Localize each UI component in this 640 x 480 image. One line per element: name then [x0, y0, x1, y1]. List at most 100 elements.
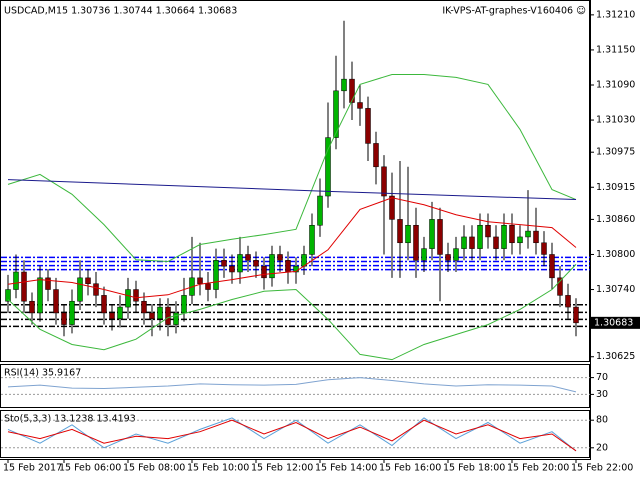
- candle-body: [341, 78, 347, 92]
- candle-body: [557, 277, 563, 296]
- candle-body: [173, 312, 179, 325]
- candle-body: [565, 295, 571, 308]
- y-tick-label: 1.31090: [596, 79, 635, 90]
- candle-body: [221, 260, 227, 267]
- y-tick-label: 1.30740: [596, 284, 635, 295]
- candle-body: [133, 289, 139, 302]
- candle-body: [13, 271, 19, 290]
- candle-body: [381, 166, 387, 197]
- candle-body: [77, 277, 83, 302]
- indicator-line: [7, 417, 577, 452]
- candle-body: [373, 143, 379, 168]
- indicator-line: [7, 73, 577, 262]
- candle-body: [357, 102, 363, 109]
- candle-body: [573, 306, 579, 324]
- candle-body: [181, 295, 187, 314]
- candle-body: [261, 265, 267, 279]
- x-tick-label: 15 Feb 20:00: [507, 463, 569, 474]
- candle-body: [349, 78, 355, 103]
- candle-body: [245, 254, 251, 261]
- last-price-label: 1.30683: [594, 317, 633, 328]
- candle-body: [413, 224, 419, 261]
- candle-body: [53, 289, 59, 314]
- candle-body: [69, 300, 75, 325]
- x-tick-label: 15 Feb 12:00: [251, 463, 313, 474]
- x-tick-label: 15 Feb 08:00: [123, 463, 185, 474]
- candle-body: [5, 289, 11, 302]
- candle-body: [397, 219, 403, 244]
- candle-body: [293, 265, 299, 273]
- y-tick-label: 1.31210: [596, 9, 635, 20]
- candle-body: [285, 260, 291, 273]
- y-tick-label: 30: [596, 389, 608, 400]
- candle-body: [509, 224, 515, 244]
- y-tick-label: 1.30625: [596, 351, 635, 362]
- x-tick-label: 15 Feb 10:00: [187, 463, 249, 474]
- candle-body: [309, 224, 315, 255]
- candle-body: [85, 277, 91, 284]
- stochastic-title: Sto(5,3,3) 13.1238 13.4193: [4, 414, 136, 425]
- candle-body: [525, 230, 531, 238]
- x-tick-label: 15 Feb 16:00: [379, 463, 441, 474]
- candle-body: [213, 260, 219, 290]
- rsi-title: RSI(14) 35.9167: [4, 368, 81, 379]
- candle-body: [277, 254, 283, 261]
- candle-body: [501, 224, 507, 249]
- candle-body: [269, 254, 275, 279]
- y-tick-label: 70: [596, 372, 608, 383]
- chart-title: USDCAD,M15 1.30736 1.30744 1.30664 1.306…: [4, 6, 237, 17]
- main-panel: [0, 0, 590, 362]
- y-tick-label: 1.30800: [596, 249, 635, 260]
- candle-body: [461, 236, 467, 249]
- candle-body: [477, 224, 483, 249]
- candle-body: [229, 265, 235, 273]
- y-tick-label: 1.31030: [596, 115, 635, 126]
- y-tick-label: 1.30975: [596, 147, 635, 158]
- stochastic-panel: [0, 410, 590, 458]
- indicator-line: [7, 377, 577, 393]
- candle-body: [101, 295, 107, 314]
- candle-body: [469, 236, 475, 249]
- y-tick-label: 1.31150: [596, 44, 635, 55]
- candle-body: [21, 271, 27, 302]
- candle-body: [445, 254, 451, 261]
- candle-body: [253, 260, 259, 267]
- candle-body: [325, 137, 331, 197]
- candle-body: [125, 289, 131, 308]
- candle-body: [429, 219, 435, 249]
- x-tick-label: 15 Feb 06:00: [59, 463, 121, 474]
- y-tick-label: 1.30915: [596, 182, 635, 193]
- candle-body: [37, 277, 43, 314]
- candle-body: [165, 306, 171, 325]
- y-tick-label: 1.30860: [596, 214, 635, 225]
- indicator-line: [7, 179, 577, 201]
- candle-body: [517, 236, 523, 244]
- candle-body: [421, 248, 427, 261]
- indicator-line: [7, 419, 577, 452]
- candle-body: [157, 306, 163, 320]
- candle-body: [141, 300, 147, 314]
- last-price-box: [590, 316, 640, 329]
- candle-body: [453, 248, 459, 261]
- y-tick-label: 20: [596, 442, 608, 453]
- candle-body: [109, 312, 115, 320]
- x-tick-label: 15 Feb 22:00: [571, 463, 633, 474]
- candle-body: [61, 312, 67, 325]
- candle-body: [333, 90, 339, 138]
- indicator-line: [7, 197, 577, 299]
- rsi-panel: [0, 364, 590, 408]
- x-tick-label: 15 Feb 2017: [3, 463, 62, 474]
- candle-body: [205, 283, 211, 290]
- candle-body: [197, 277, 203, 284]
- chart-subtitle: IK-VPS-AT-graphes-V160406 ☺: [442, 6, 586, 17]
- candle-body: [541, 242, 547, 255]
- candle-body: [485, 224, 491, 238]
- y-tick-label: 80: [596, 415, 608, 426]
- candle-body: [389, 195, 395, 220]
- candle-body: [149, 312, 155, 320]
- candle-body: [533, 230, 539, 244]
- candle-body: [29, 300, 35, 314]
- candle-body: [93, 283, 99, 296]
- x-tick-label: 15 Feb 18:00: [443, 463, 505, 474]
